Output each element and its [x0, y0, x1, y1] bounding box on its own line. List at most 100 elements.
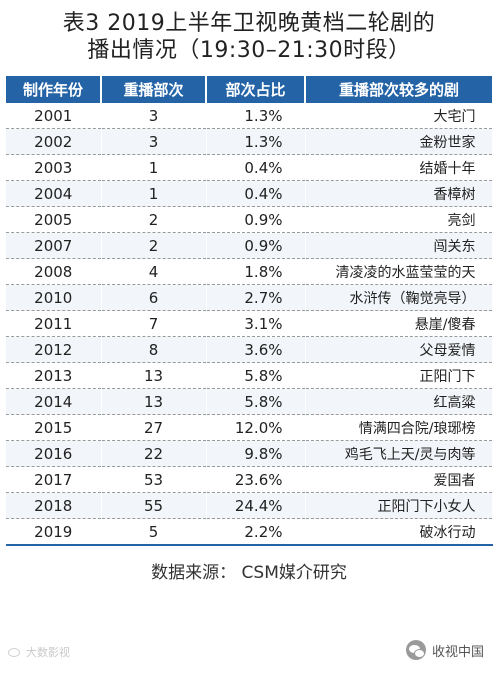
cell-year: 2012 [6, 336, 102, 363]
cell-rerun-count: 13 [101, 388, 207, 415]
cell-share: 24.4% [206, 492, 306, 519]
cell-drama: 亮剑 [305, 206, 493, 233]
cell-drama: 水浒传（鞠觉亮导） [305, 284, 493, 311]
cell-share: 3.1% [206, 310, 306, 337]
cell-drama: 闯关东 [305, 232, 493, 259]
table-row: 2011 7 3.1% 悬崖/傻春 [6, 310, 493, 337]
cell-drama: 爱国者 [305, 466, 493, 493]
cell-year: 2004 [6, 180, 102, 207]
cell-rerun-count: 4 [101, 258, 207, 285]
table-row: 2014 13 5.8% 红高粱 [6, 388, 493, 415]
table-row: 2003 1 0.4% 结婚十年 [6, 154, 493, 181]
cell-rerun-count: 13 [101, 362, 207, 389]
cell-year: 2002 [6, 128, 102, 155]
cell-year: 2010 [6, 284, 102, 311]
watermark-left-text: 大数影视 [26, 646, 70, 659]
cell-share: 3.6% [206, 336, 306, 363]
cell-rerun-count: 1 [101, 180, 207, 207]
watermark-right: 收视中国 [405, 640, 484, 660]
cell-share: 1.8% [206, 258, 306, 285]
header-top-dramas: 重播部次较多的剧 [305, 76, 492, 103]
table-row: 2007 2 0.9% 闯关东 [6, 232, 493, 259]
cell-year: 2005 [6, 206, 102, 233]
cell-share: 0.9% [206, 232, 306, 259]
cell-rerun-count: 6 [101, 284, 207, 311]
cell-drama: 情满四合院/琅琊榜 [305, 414, 493, 441]
table-row: 2008 4 1.8% 清凌凌的水蓝莹莹的天 [6, 258, 493, 285]
cell-year: 2017 [6, 466, 102, 493]
header-share: 部次占比 [206, 76, 306, 103]
cell-drama: 鸡毛飞上天/灵与肉等 [305, 440, 493, 467]
header-year: 制作年份 [6, 76, 102, 103]
table-row: 2019 5 2.2% 破冰行动 [6, 518, 493, 546]
cell-year: 2003 [6, 154, 102, 181]
wechat-icon [405, 640, 426, 660]
cell-year: 2018 [6, 492, 102, 519]
cell-share: 0.9% [206, 206, 306, 233]
weibo-icon [8, 646, 22, 658]
cell-year: 2001 [6, 103, 102, 129]
cell-rerun-count: 1 [101, 154, 207, 181]
data-source: 数据来源： CSM媒介研究 [151, 563, 347, 583]
cell-drama: 红高粱 [305, 388, 493, 415]
table-row: 2002 3 1.3% 金粉世家 [6, 128, 493, 155]
cell-year: 2011 [6, 310, 102, 337]
cell-share: 9.8% [206, 440, 306, 467]
cell-drama: 金粉世家 [305, 128, 493, 155]
cell-share: 1.3% [206, 103, 306, 129]
cell-share: 0.4% [206, 180, 306, 207]
cell-rerun-count: 55 [101, 492, 207, 519]
cell-share: 1.3% [206, 128, 306, 155]
table-row: 2004 1 0.4% 香樟树 [6, 180, 493, 207]
watermark-left: 大数影视 [8, 644, 70, 660]
cell-drama: 正阳门下小女人 [305, 492, 493, 519]
cell-share: 12.0% [206, 414, 306, 441]
table-row: 2015 27 12.0% 情满四合院/琅琊榜 [6, 414, 493, 441]
cell-share: 0.4% [206, 154, 306, 181]
cell-drama: 大宅门 [305, 103, 493, 129]
cell-rerun-count: 5 [101, 518, 207, 546]
table-row: 2012 8 3.6% 父母爱情 [6, 336, 493, 363]
cell-drama: 结婚十年 [305, 154, 493, 181]
cell-rerun-count: 2 [101, 206, 207, 233]
cell-drama: 清凌凌的水蓝莹莹的天 [305, 258, 493, 285]
cell-drama: 破冰行动 [305, 518, 493, 546]
cell-rerun-count: 27 [101, 414, 207, 441]
cell-drama: 正阳门下 [305, 362, 493, 389]
cell-rerun-count: 2 [101, 232, 207, 259]
cell-rerun-count: 7 [101, 310, 207, 337]
cell-share: 5.8% [206, 388, 306, 415]
cell-share: 23.6% [206, 466, 306, 493]
cell-share: 2.2% [206, 518, 306, 546]
table-row: 2018 55 24.4% 正阳门下小女人 [6, 492, 493, 519]
table-row: 2016 22 9.8% 鸡毛飞上天/灵与肉等 [6, 440, 493, 467]
cell-drama: 香樟树 [305, 180, 493, 207]
cell-drama: 父母爱情 [305, 336, 493, 363]
table-row: 2005 2 0.9% 亮剑 [6, 206, 493, 233]
table-row: 2013 13 5.8% 正阳门下 [6, 362, 493, 389]
table-row: 2010 6 2.7% 水浒传（鞠觉亮导） [6, 284, 493, 311]
cell-year: 2019 [6, 518, 102, 546]
cell-rerun-count: 3 [101, 128, 207, 155]
title-line-2: 播出情况（19:30–21:30时段） [87, 38, 411, 63]
page-title: 表3 2019上半年卫视晚黄档二轮剧的 播出情况（19:30–21:30时段） [0, 10, 498, 64]
title-line-1: 表3 2019上半年卫视晚黄档二轮剧的 [62, 11, 436, 36]
cell-share: 2.7% [206, 284, 306, 311]
cell-year: 2007 [6, 232, 102, 259]
cell-rerun-count: 22 [101, 440, 207, 467]
cell-year: 2015 [6, 414, 102, 441]
cell-year: 2013 [6, 362, 102, 389]
cell-rerun-count: 53 [101, 466, 207, 493]
cell-drama: 悬崖/傻春 [305, 310, 493, 337]
cell-rerun-count: 8 [101, 336, 207, 363]
table-row: 2017 53 23.6% 爱国者 [6, 466, 493, 493]
watermark-right-text: 收视中国 [431, 644, 484, 660]
table-row: 2001 3 1.3% 大宅门 [6, 103, 493, 129]
cell-rerun-count: 3 [101, 103, 207, 129]
table-header-row: 制作年份 重播部次 部次占比 重播部次较多的剧 [6, 76, 492, 103]
cell-year: 2014 [6, 388, 102, 415]
header-rerun-count: 重播部次 [101, 76, 207, 103]
rerun-table: 制作年份 重播部次 部次占比 重播部次较多的剧 2001 3 1.3% 大宅门 2002… [6, 76, 493, 546]
cell-year: 2016 [6, 440, 102, 467]
cell-year: 2008 [6, 258, 102, 285]
